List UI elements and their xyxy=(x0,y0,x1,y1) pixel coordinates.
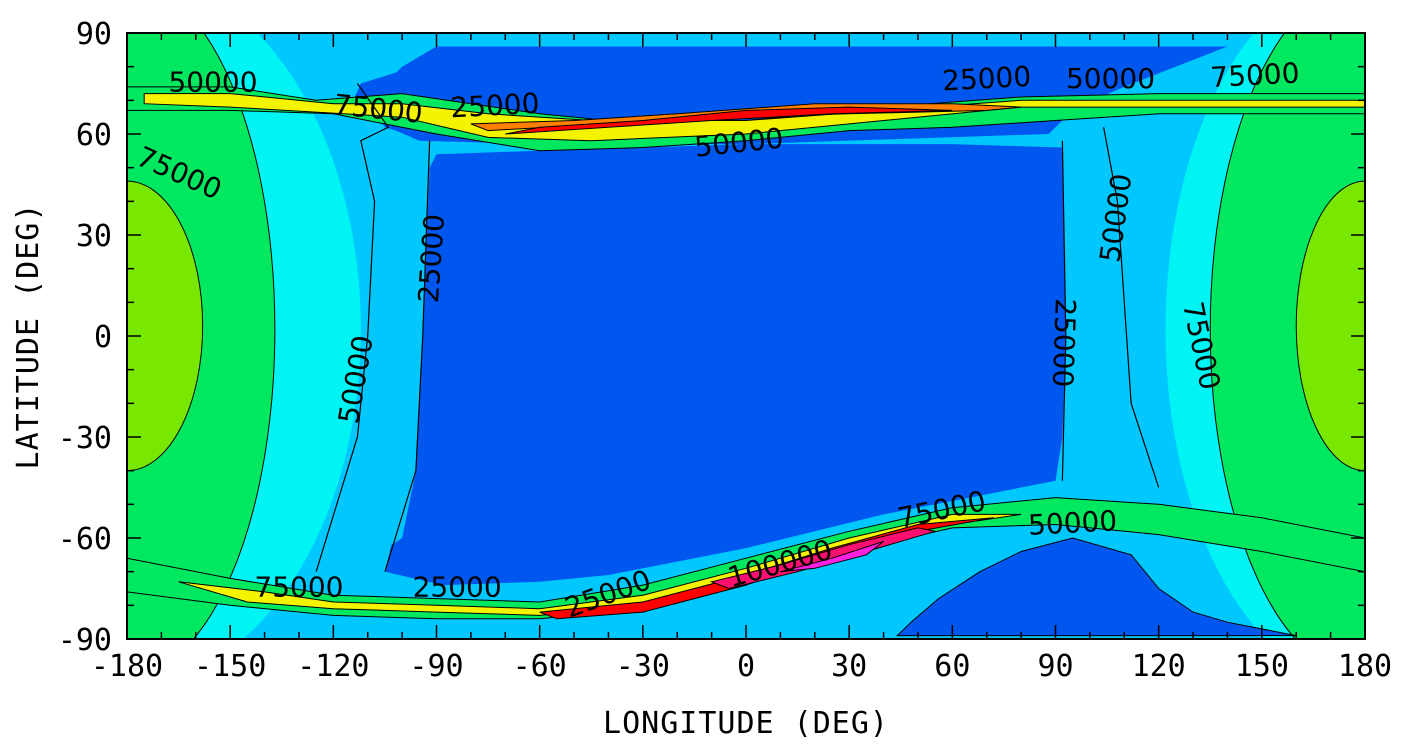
contour-label-text: 75000 xyxy=(1210,56,1301,94)
y-tick-label: -30 xyxy=(58,421,112,456)
y-tick-label: 90 xyxy=(76,17,112,52)
contour-fills xyxy=(127,33,1365,639)
x-tick-label: 120 xyxy=(1132,649,1186,684)
contour-label: 25000 xyxy=(1046,298,1082,388)
x-tick-label: 90 xyxy=(1037,649,1073,684)
x-tick-label: -180 xyxy=(91,649,163,684)
south-band-outer xyxy=(127,497,1365,620)
y-tick-labels: 90 60 30 0 -30 -60 -90 xyxy=(58,17,112,658)
contour-label-text: 25000 xyxy=(450,87,541,125)
contour-label: 75000 xyxy=(254,571,343,604)
contour-label-text: 50000 xyxy=(1066,62,1155,95)
x-tick-label: -30 xyxy=(616,649,670,684)
contour-label-text: 25000 xyxy=(413,571,502,604)
contour-25000-west xyxy=(384,140,431,572)
y-tick-label: 30 xyxy=(76,219,112,254)
contour-label-text: 25000 xyxy=(941,60,1032,98)
x-tick-label: -90 xyxy=(409,649,463,684)
contour-label: 25000 xyxy=(941,60,1032,98)
y-tick-label: 60 xyxy=(76,118,112,153)
x-axis-title: LONGITUDE (DEG) xyxy=(603,706,889,741)
y-tick-label: -90 xyxy=(58,623,112,658)
region-west-shoulder xyxy=(316,127,437,579)
x-tick-label: -150 xyxy=(194,649,266,684)
x-tick-label: 0 xyxy=(737,649,755,684)
north-band-mid xyxy=(143,93,1365,142)
contour-label: 25000 xyxy=(413,571,502,604)
x-tick-label: 30 xyxy=(831,649,867,684)
contour-label: 50000 xyxy=(1027,504,1118,542)
x-tick-labels: -180 -150 -120 -90 -60 -30 0 30 60 90 120 150 180 xyxy=(91,649,1392,684)
x-tick-label: -120 xyxy=(297,649,369,684)
contour-label: 50000 xyxy=(1066,62,1155,95)
x-tick-label: 150 xyxy=(1235,649,1289,684)
contour-label: 25000 xyxy=(450,87,541,125)
contour-50000-west xyxy=(315,83,390,572)
peak-west xyxy=(127,180,204,472)
contour-label-text: 50000 xyxy=(168,66,257,99)
south-band-max xyxy=(780,540,884,573)
contour-25000-east xyxy=(1061,140,1067,481)
x-tick-label: 180 xyxy=(1338,649,1392,684)
region-low xyxy=(350,46,1211,586)
y-tick-label: -60 xyxy=(58,522,112,557)
core-east xyxy=(1209,33,1365,639)
north-band-core xyxy=(505,106,953,135)
contour-label: 75000 xyxy=(1210,56,1301,94)
x-tick-label: -60 xyxy=(513,649,567,684)
axis-ticks xyxy=(126,32,1366,640)
contour-label-text: 75000 xyxy=(254,571,343,604)
contour-lines xyxy=(315,83,1160,572)
contour-label: 50000 xyxy=(168,66,257,99)
y-axis-title: LATITUDE (DEG) xyxy=(11,203,46,470)
y-tick-label: 0 xyxy=(94,320,112,355)
contour-label-text: 25000 xyxy=(412,213,451,304)
contour-label: 25000 xyxy=(412,213,451,304)
contour-label-text: 50000 xyxy=(1027,504,1118,542)
contour-50000-east xyxy=(1103,127,1160,488)
pocket-southeast xyxy=(896,537,1297,637)
x-tick-label: 60 xyxy=(934,649,970,684)
contour-label-text: 25000 xyxy=(1046,298,1082,388)
